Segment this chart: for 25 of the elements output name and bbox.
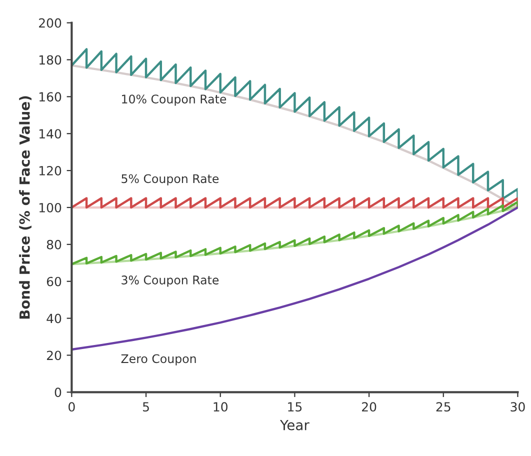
y-tick-label: 160	[39, 92, 62, 102]
y-tick-label: 100	[39, 202, 62, 212]
line-series	[72, 206, 518, 351]
series-label: 5% Coupon Rate	[122, 174, 219, 186]
x-tick-label: 25	[436, 402, 450, 412]
y-axis-title: Bond Price (% of Face Value)	[19, 96, 32, 319]
x-tick-label: 10	[214, 402, 228, 412]
series-label: Zero Coupon	[121, 354, 196, 366]
x-tick-label: 15	[288, 402, 302, 412]
y-tick-label: 180	[39, 55, 62, 65]
y-tick-label: 0	[54, 388, 62, 398]
x-tick-label: 20	[362, 402, 376, 412]
x-axis-title: Year	[280, 420, 310, 430]
x-tick-label: 0	[68, 402, 75, 412]
y-tick-label: 60	[46, 276, 62, 286]
y-tick-label: 140	[39, 129, 62, 139]
x-tick-label: 30	[510, 402, 525, 412]
y-tick-label: 40	[46, 314, 62, 324]
y-tick-label: 120	[39, 166, 62, 176]
series-label: 3% Coupon Rate	[122, 276, 219, 287]
y-tick-label: 20	[46, 350, 62, 360]
y-tick-label: 200	[39, 18, 62, 28]
x-tick-label: 5	[143, 402, 149, 412]
series-label: 10% Coupon Rate	[122, 94, 226, 106]
y-tick-label: 80	[46, 240, 62, 250]
